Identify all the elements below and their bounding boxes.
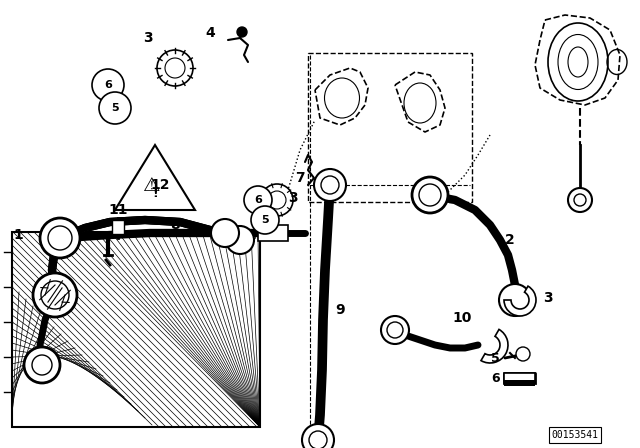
Circle shape (40, 218, 80, 258)
Circle shape (226, 226, 254, 254)
Circle shape (568, 188, 592, 212)
Circle shape (92, 69, 124, 101)
Circle shape (314, 169, 346, 201)
Text: 00153541: 00153541 (552, 430, 598, 440)
Text: 4: 4 (205, 26, 215, 40)
Text: 3: 3 (543, 291, 553, 305)
Text: !: ! (152, 186, 158, 199)
Text: 1: 1 (13, 228, 23, 242)
Wedge shape (504, 286, 536, 316)
Circle shape (499, 284, 531, 316)
Circle shape (33, 273, 77, 317)
Text: 5: 5 (261, 215, 269, 225)
Circle shape (157, 50, 193, 86)
Circle shape (99, 92, 131, 124)
Bar (504, 373, 535, 383)
Bar (258, 225, 288, 241)
Text: 6: 6 (104, 80, 112, 90)
Text: ⚠: ⚠ (143, 176, 161, 194)
Text: 5: 5 (492, 352, 500, 365)
Text: 3: 3 (288, 191, 298, 205)
Text: 5: 5 (111, 103, 119, 113)
Circle shape (244, 186, 272, 214)
Text: 6: 6 (492, 371, 500, 384)
Circle shape (302, 424, 334, 448)
Bar (112, 220, 124, 234)
Text: 10: 10 (452, 311, 472, 325)
Text: 8: 8 (170, 218, 180, 232)
Text: 6: 6 (254, 195, 262, 205)
Bar (12, 232, 260, 427)
Text: 2: 2 (505, 233, 515, 247)
Text: 9: 9 (335, 303, 345, 317)
Text: 11: 11 (108, 203, 128, 217)
Circle shape (24, 347, 60, 383)
Circle shape (237, 27, 247, 37)
Circle shape (412, 177, 448, 213)
Bar (12, 232, 260, 427)
Wedge shape (481, 329, 508, 363)
Text: 3: 3 (143, 31, 153, 45)
Circle shape (381, 316, 409, 344)
Circle shape (261, 184, 293, 216)
Bar (504, 380, 535, 386)
Circle shape (211, 219, 239, 247)
Text: 7: 7 (295, 171, 305, 185)
Text: 12: 12 (150, 178, 170, 192)
Circle shape (516, 347, 530, 361)
Circle shape (251, 206, 279, 234)
